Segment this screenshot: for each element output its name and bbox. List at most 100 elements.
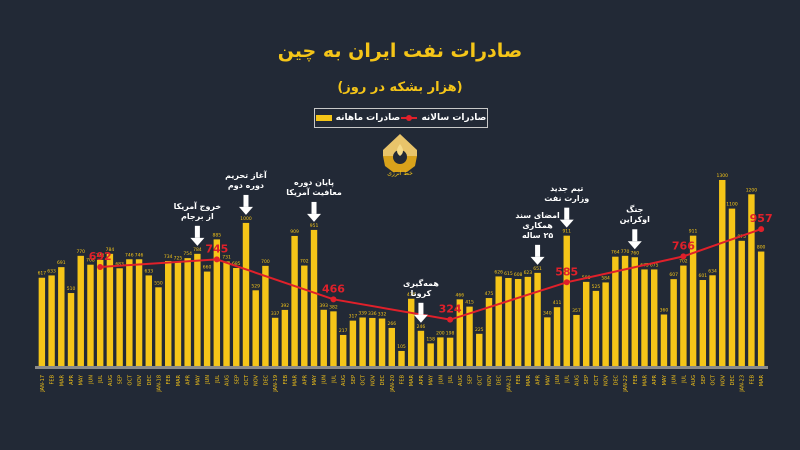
bar <box>330 311 337 366</box>
x-tick-label: MAY <box>79 374 85 385</box>
bar <box>592 290 600 366</box>
x-tick-label: NOV <box>487 374 493 386</box>
x-tick-label: MAY <box>545 374 551 385</box>
bar-value-label: 466 <box>456 292 465 298</box>
bar <box>349 320 357 366</box>
x-tick-label: JUN <box>322 375 328 385</box>
bar <box>106 253 114 366</box>
bar <box>446 337 454 366</box>
bar <box>203 271 211 366</box>
legend-annual-label: صادرات سالانه <box>421 113 487 123</box>
legend-monthly: صادرات ماهانه <box>315 113 401 123</box>
x-tick-label: MAR <box>643 374 649 386</box>
x-tick-label: JUN <box>205 375 211 385</box>
annual-point <box>97 263 104 270</box>
annual-value-label: 766 <box>672 239 695 252</box>
bar <box>631 257 638 366</box>
arrow-down-icon <box>413 314 428 323</box>
bar <box>563 235 570 366</box>
x-tick-label: FEB <box>516 374 522 384</box>
bar-value-label: 742 <box>96 253 105 259</box>
bar-value-label: 200 <box>436 330 445 336</box>
annual-point <box>758 226 765 233</box>
x-tick-label: FEB <box>400 374 406 384</box>
bar-value-label: 584 <box>601 275 610 281</box>
bar <box>582 281 590 366</box>
x-tick-label: AUG <box>341 375 347 386</box>
arrow-down-icon <box>564 207 570 220</box>
bar-value-label: 660 <box>203 265 212 271</box>
bar <box>67 293 75 366</box>
x-tick-label: MAY <box>312 374 318 385</box>
bar <box>165 260 172 366</box>
bar-value-label: 633 <box>47 268 56 274</box>
bar <box>544 317 551 366</box>
annual-value-label: 957 <box>750 212 773 225</box>
bar <box>573 314 580 366</box>
bar-value-label: 601 <box>699 273 708 279</box>
bar <box>476 333 483 366</box>
x-tick-label: JUL <box>98 375 104 384</box>
bar <box>408 298 415 366</box>
bar-value-label: 617 <box>38 271 47 277</box>
bar <box>534 272 541 366</box>
bar <box>514 279 522 366</box>
x-tick-label: SEP <box>468 375 474 384</box>
bar <box>398 350 405 366</box>
arrow-down-icon <box>418 302 424 315</box>
bar <box>252 290 259 366</box>
x-tick-label: AUG <box>574 375 580 386</box>
bar <box>359 317 366 366</box>
bar <box>174 262 182 366</box>
x-tick-label: MAR <box>59 374 65 386</box>
x-tick-label: NOV <box>254 374 260 386</box>
arrow-down-icon <box>238 206 253 215</box>
x-tick-label: DEC <box>730 375 736 386</box>
bar-value-label: 700 <box>261 259 270 265</box>
x-tick-label: JUL <box>681 375 687 384</box>
bar-value-label: 764 <box>611 250 620 256</box>
bar-value-label: 708 <box>86 258 95 264</box>
x-tick-label: APR <box>652 374 658 384</box>
x-tick-label: JUL <box>565 375 571 384</box>
bar-value-label: 317 <box>349 314 358 320</box>
legend-monthly-label: صادرات ماهانه <box>335 113 401 123</box>
bar <box>719 180 726 366</box>
bar <box>612 256 619 366</box>
x-tick-label: JAN-21 <box>506 375 512 393</box>
bar-value-label: 332 <box>378 311 387 317</box>
bar-value-label: 911 <box>689 229 698 235</box>
bar-value-label: 702 <box>300 259 309 265</box>
bar <box>262 265 269 366</box>
bar <box>48 275 55 366</box>
x-tick-label: AUG <box>108 375 114 386</box>
x-tick-label: JUL <box>331 375 337 384</box>
arrow-down-icon <box>243 194 249 207</box>
bar-value-label: 691 <box>57 260 66 266</box>
bar-value-label: 1200 <box>746 187 758 193</box>
bar <box>505 278 512 366</box>
bar-value-label: 1300 <box>717 173 729 179</box>
x-tick-label: NOV <box>720 374 726 386</box>
x-axis <box>35 366 768 369</box>
bar-value-label: 731 <box>222 254 231 260</box>
x-tick-label: SEP <box>118 375 124 384</box>
event-annotation: تیم جدید وزارت نفت <box>544 183 590 203</box>
bar-value-label: 683 <box>115 261 124 267</box>
annual-point <box>680 253 687 260</box>
bar-value-label: 651 <box>533 266 542 272</box>
bar-value-label: 734 <box>164 254 173 260</box>
bar <box>757 251 765 366</box>
bar-value-label: 746 <box>125 252 134 258</box>
bar <box>417 330 425 366</box>
bar-value-label: 510 <box>67 286 76 292</box>
bar <box>738 240 745 366</box>
bar <box>524 276 532 366</box>
event-annotation: خروج آمریکا از برجام <box>173 201 222 221</box>
bar <box>145 275 152 366</box>
bar-value-label: 337 <box>271 311 280 317</box>
bar-value-label: 1100 <box>726 202 738 208</box>
event-annotation: پایان دوره معافیت آمریکا <box>286 177 342 197</box>
x-tick-label: APR <box>186 374 192 384</box>
